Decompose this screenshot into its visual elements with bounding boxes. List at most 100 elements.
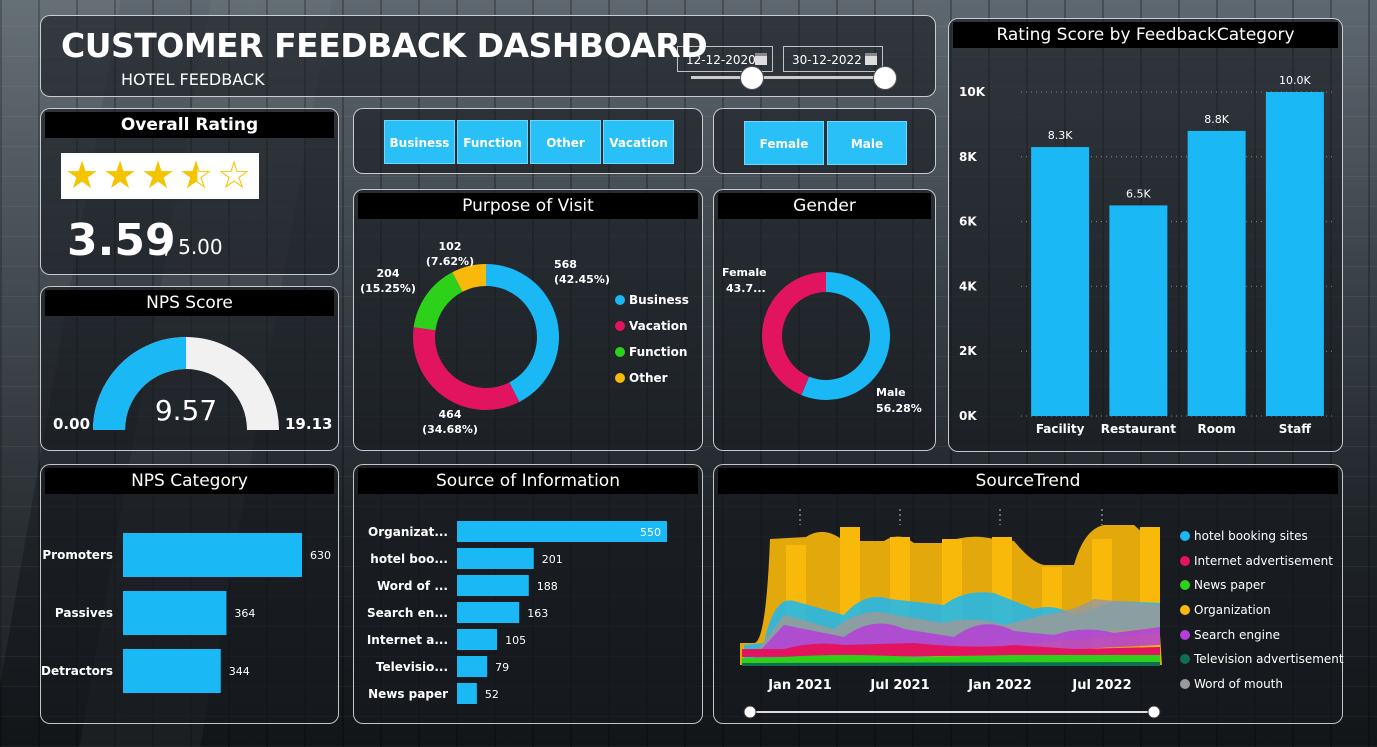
purpose-slicer-panel: Business Function Other Vacation (353, 108, 703, 174)
star-half-outline-icon: ☆ (179, 153, 214, 197)
legend-dot-icon (615, 347, 625, 357)
dashboard-subtitle: HOTEL FEEDBACK (121, 70, 265, 89)
purpose-slice-vacation[interactable] (413, 327, 520, 410)
trend-scroll-end-handle[interactable] (1147, 705, 1161, 719)
date-slider-end-handle[interactable] (873, 66, 897, 90)
trend-legend-label: Organization (1194, 603, 1271, 618)
y-tick-label: 2K (959, 344, 977, 358)
start-date-value: 12-12-2020 (686, 53, 756, 67)
slicer-business-button[interactable]: Business (384, 120, 455, 164)
star-rating: ★ ★ ★ ★ ☆ ☆ (61, 153, 259, 199)
trend-ribbon-television (742, 662, 1160, 666)
rating-bar[interactable] (1187, 130, 1246, 416)
slicer-function-button[interactable]: Function (457, 120, 528, 164)
y-tick-label: 8K (959, 150, 977, 164)
rating-data-label: 8.3K (1048, 129, 1073, 142)
rating-bar[interactable] (1109, 205, 1168, 416)
slicer-male-button[interactable]: Male (827, 121, 907, 165)
nps-category-bar[interactable] (123, 649, 221, 693)
nps-category-bar-chart: Promoters 630 Passives 364 Detractors 344 (41, 533, 331, 693)
purpose-data-label: 464 (439, 408, 462, 421)
source-category-label: Televisio... (376, 660, 448, 674)
source-category-label: News paper (368, 687, 448, 701)
source-bar[interactable] (457, 602, 520, 623)
gender-label-male: Male (876, 386, 906, 399)
legend-dot-icon (1180, 654, 1190, 665)
trend-legend-item[interactable]: Internet advertisement (1180, 554, 1340, 579)
trend-ribbon-news-paper (742, 655, 1160, 663)
purpose-donut-chart: 568 (42.45%) Business 464 (34.68%) Vacation 20… (360, 240, 689, 436)
trend-legend-item[interactable]: Television advertisement (1180, 652, 1344, 677)
legend-dot-icon (1180, 679, 1190, 690)
legend-dot-icon (615, 373, 625, 383)
purpose-data-label: 568 (554, 258, 577, 271)
star-outline-icon: ☆ (217, 153, 252, 197)
gender-slice-female[interactable] (762, 272, 826, 396)
rating-bar[interactable] (1031, 147, 1090, 416)
purpose-data-label: 102 (439, 240, 462, 253)
legend-dot-icon (1180, 580, 1190, 591)
purpose-pct-label: (7.62%) (426, 255, 474, 268)
slicer-other-button[interactable]: Other (530, 120, 601, 164)
source-bar[interactable] (457, 656, 488, 677)
star-icon: ★ (103, 153, 138, 197)
trend-legend-item[interactable]: Organization (1180, 603, 1340, 628)
trend-legend-item[interactable]: News paper (1180, 578, 1340, 603)
source-category-label: Search en... (367, 606, 448, 620)
x-tick-label: Restaurant (1101, 422, 1176, 436)
end-date-input[interactable]: 30-12-2022 (783, 46, 883, 72)
source-bar[interactable] (457, 629, 498, 650)
gender-panel: Gender Male 56.28% Female 43.7... (713, 189, 936, 451)
rating-bar[interactable] (1265, 92, 1324, 416)
trend-legend: hotel booking sites Internet advertisemen… (1180, 529, 1344, 702)
purpose-slice-function[interactable] (413, 272, 463, 331)
rating-category-panel: Rating Score by FeedbackCategory 0K 2K 4K 6… (948, 18, 1343, 452)
star-half-icon: ★ (179, 153, 214, 197)
source-value: 201 (542, 553, 563, 566)
slicer-female-button[interactable]: Female (744, 121, 824, 165)
start-date-input[interactable]: 12-12-2020 (677, 46, 773, 72)
calendar-icon[interactable] (865, 53, 877, 65)
rating-data-label: 6.5K (1126, 187, 1151, 200)
legend-dot-icon (1180, 531, 1190, 541)
trend-legend-item[interactable]: Search engine (1180, 628, 1340, 653)
nps-category-bar[interactable] (123, 591, 227, 635)
purpose-slice-other[interactable] (452, 264, 486, 292)
gender-donut-chart: Male 56.28% Female 43.7... (722, 266, 922, 415)
nps-category-bar[interactable] (123, 533, 302, 577)
slicer-vacation-button[interactable]: Vacation (603, 120, 674, 164)
source-bar[interactable] (457, 683, 477, 704)
overall-rating-value: 3.59 (67, 215, 176, 266)
purpose-legend-label: Function (629, 345, 687, 359)
purpose-pct-label: (42.45%) (554, 273, 610, 286)
source-trend-ribbon-chart: Jan 2021 Jul 2021 Jan 2022 Jul 2022 (740, 509, 1162, 719)
legend-dot-icon (615, 321, 625, 331)
trend-legend-label: Internet advertisement (1194, 553, 1333, 568)
trend-legend-label: Word of mouth (1194, 677, 1283, 692)
trend-x-tick: Jul 2021 (869, 678, 929, 693)
source-value: 188 (537, 580, 558, 593)
date-slider-track[interactable] (691, 76, 886, 79)
nps-category-label: Promoters (42, 548, 113, 562)
purpose-slice-business[interactable] (486, 264, 559, 402)
trend-scroll-start-handle[interactable] (743, 705, 757, 719)
purpose-legend-label: Business (629, 293, 689, 307)
source-value: 105 (505, 634, 526, 647)
trend-legend-item[interactable]: hotel booking sites (1180, 529, 1340, 554)
source-bar[interactable] (457, 575, 529, 596)
source-bar[interactable] (457, 521, 667, 542)
nps-category-value: 344 (229, 665, 250, 678)
source-bar[interactable] (457, 548, 534, 569)
date-slider-start-handle[interactable] (740, 66, 764, 90)
source-category-label: Internet a... (367, 633, 448, 647)
gender-slice-male[interactable] (801, 272, 890, 400)
nps-category-value: 364 (234, 607, 255, 620)
trend-x-tick: Jan 2022 (967, 678, 1032, 693)
trend-legend-item[interactable]: Word of mouth (1180, 677, 1340, 702)
y-tick-label: 4K (959, 279, 977, 293)
trend-legend-label: hotel booking sites (1194, 529, 1308, 543)
calendar-icon[interactable] (755, 53, 767, 65)
rating-category-title: Rating Score by FeedbackCategory (953, 22, 1338, 48)
nps-max-label: 19.13 (285, 415, 333, 433)
nps-score-value: 9.57 (154, 394, 218, 427)
